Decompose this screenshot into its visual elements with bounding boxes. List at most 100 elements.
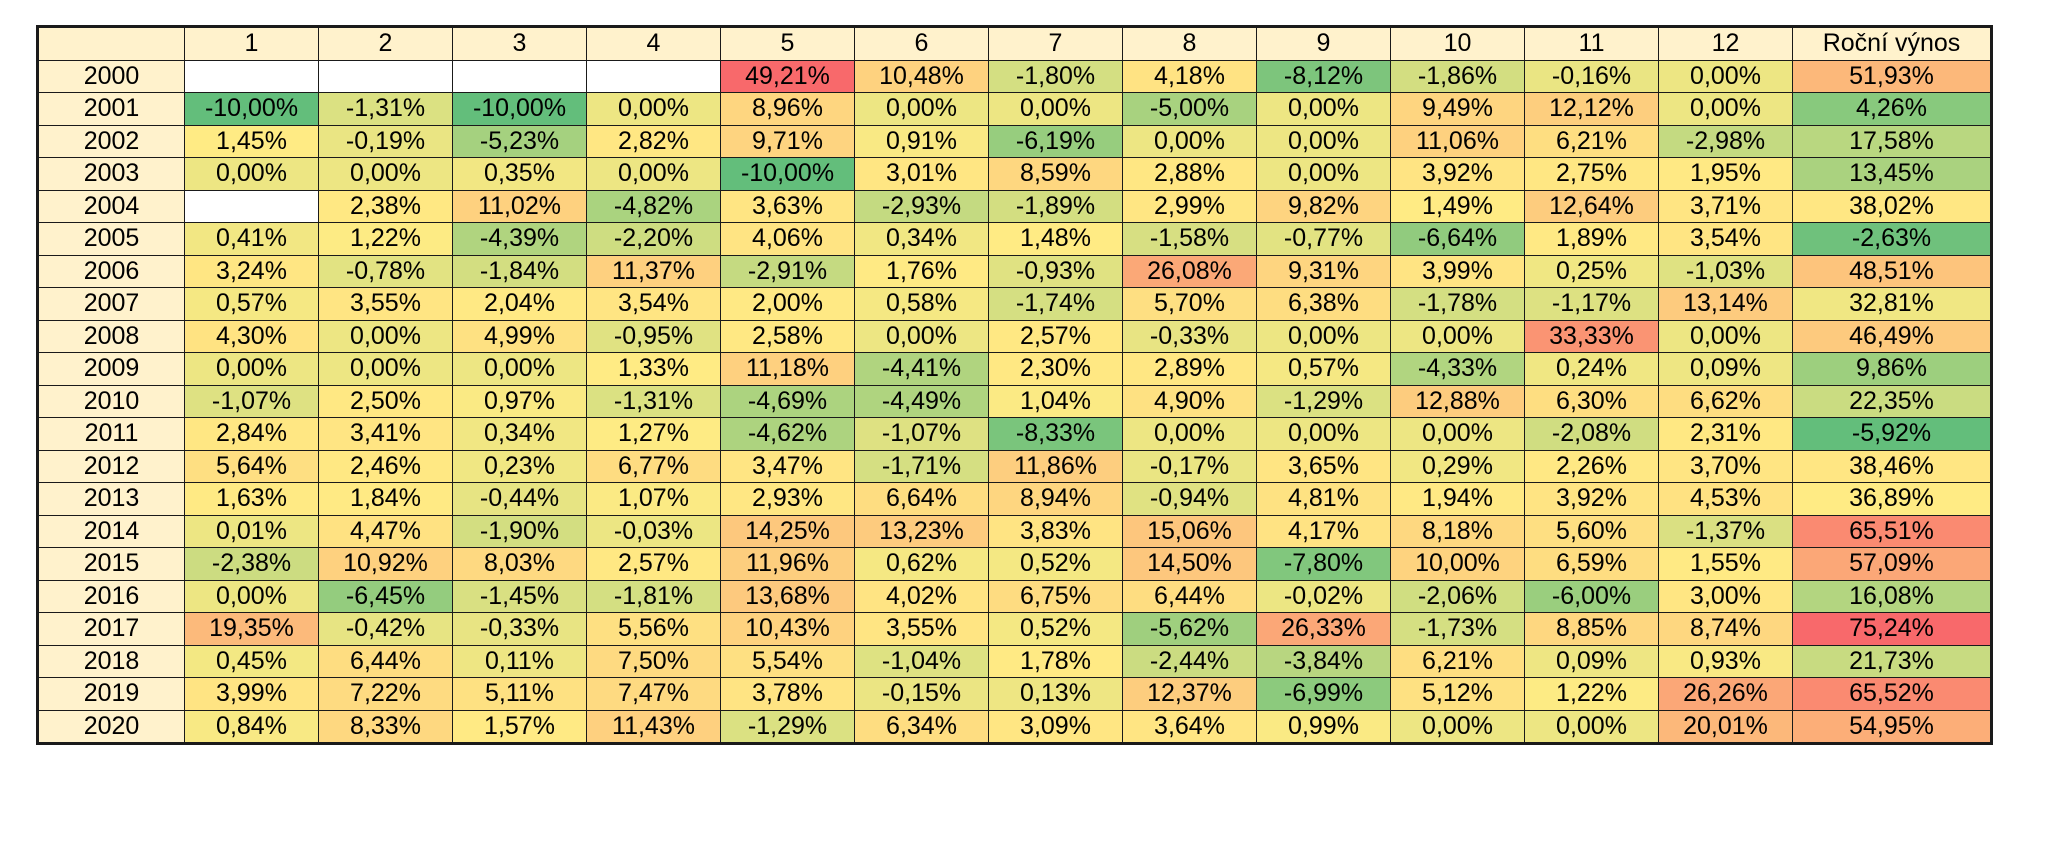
heatmap-cell: 3,55% — [318, 287, 453, 321]
heatmap-cell: -1,89% — [988, 189, 1123, 223]
heatmap-cell: 0,00% — [184, 579, 319, 613]
header-month-5: 5 — [720, 26, 855, 61]
heatmap-cell: 3,65% — [1256, 449, 1391, 483]
heatmap-cell: 5,70% — [1122, 287, 1257, 321]
heatmap-cell: 49,21% — [720, 59, 855, 93]
heatmap-cell: 7,47% — [586, 677, 721, 711]
heatmap-cell: 6,44% — [318, 644, 453, 678]
table-row: 2000 49,21% 10,48% -1,80% 4,18% -8,12% -1,86% -… — [37, 59, 1992, 93]
heatmap-cell: -0,17% — [1122, 449, 1257, 483]
heatmap-cell: 2,99% — [1122, 189, 1257, 223]
heatmap-cell: 26,08% — [1122, 254, 1257, 288]
heatmap-cell: -7,80% — [1256, 547, 1391, 581]
annual-return-cell: 38,02% — [1792, 189, 1992, 223]
heatmap-cell: 1,94% — [1390, 482, 1525, 516]
heatmap-cell: 1,57% — [452, 709, 587, 744]
year-label: 2003 — [37, 157, 185, 191]
table-row: 2009 0,00% 0,00% 0,00% 1,33% 11,18% -4,41% 2,30… — [37, 352, 1992, 386]
heatmap-cell: 0,52% — [988, 612, 1123, 646]
annual-return-cell: 16,08% — [1792, 579, 1992, 613]
heatmap-cell: 3,54% — [586, 287, 721, 321]
heatmap-cell: 0,00% — [1256, 92, 1391, 126]
heatmap-cell: 11,96% — [720, 547, 855, 581]
heatmap-cell: 11,06% — [1390, 124, 1525, 158]
heatmap-cell: 0,00% — [854, 92, 989, 126]
heatmap-cell: 1,55% — [1658, 547, 1793, 581]
table-row: 2013 1,63% 1,84% -0,44% 1,07% 2,93% 6,64% 8,94%… — [37, 482, 1992, 516]
year-label: 2012 — [37, 449, 185, 483]
heatmap-cell: -8,33% — [988, 417, 1123, 451]
heatmap-cell: 1,04% — [988, 384, 1123, 418]
table-row: 2010 -1,07% 2,50% 0,97% -1,31% -4,69% -4,49% 1,… — [37, 384, 1992, 418]
heatmap-cell: 11,86% — [988, 449, 1123, 483]
heatmap-cell: 3,83% — [988, 514, 1123, 548]
year-label: 2020 — [37, 709, 185, 744]
heatmap-cell — [452, 59, 587, 93]
annual-return-cell: 75,24% — [1792, 612, 1992, 646]
heatmap-cell: 1,49% — [1390, 189, 1525, 223]
heatmap-cell: -1,07% — [184, 384, 319, 418]
heatmap-cell: 3,01% — [854, 157, 989, 191]
heatmap-cell: -2,98% — [1658, 124, 1793, 158]
annual-return-cell: 57,09% — [1792, 547, 1992, 581]
heatmap-cell: 1,22% — [318, 222, 453, 256]
heatmap-cell: 1,33% — [586, 352, 721, 386]
heatmap-cell: 0,00% — [1122, 417, 1257, 451]
heatmap-cell: 0,45% — [184, 644, 319, 678]
heatmap-cell: -1,84% — [452, 254, 587, 288]
heatmap-cell: 2,84% — [184, 417, 319, 451]
annual-return-cell: 32,81% — [1792, 287, 1992, 321]
heatmap-cell: -0,44% — [452, 482, 587, 516]
heatmap-cell: -1,31% — [586, 384, 721, 418]
heatmap-cell: -4,39% — [452, 222, 587, 256]
heatmap-cell: 0,29% — [1390, 449, 1525, 483]
table-row: 2001 -10,00% -1,31% -10,00% 0,00% 8,96% 0,00% 0… — [37, 92, 1992, 126]
heatmap-cell: 2,58% — [720, 319, 855, 353]
heatmap-cell: -2,44% — [1122, 644, 1257, 678]
heatmap-cell: 2,93% — [720, 482, 855, 516]
year-label: 2005 — [37, 222, 185, 256]
heatmap-cell: 11,37% — [586, 254, 721, 288]
heatmap-cell: 0,00% — [988, 92, 1123, 126]
heatmap-cell: 2,38% — [318, 189, 453, 223]
heatmap-cell: 4,90% — [1122, 384, 1257, 418]
heatmap-cell: 6,77% — [586, 449, 721, 483]
heatmap-cell: 2,75% — [1524, 157, 1659, 191]
heatmap-cell: 0,00% — [184, 157, 319, 191]
header-row: 1 2 3 4 5 6 7 8 9 10 11 12 Roční výnos — [37, 26, 1992, 61]
heatmap-cell: 0,11% — [452, 644, 587, 678]
heatmap-cell — [184, 59, 319, 93]
table-row: 2006 3,24% -0,78% -1,84% 11,37% -2,91% 1,76% -0… — [37, 254, 1992, 288]
heatmap-cell: 2,30% — [988, 352, 1123, 386]
heatmap-cell: 0,00% — [184, 352, 319, 386]
header-month-4: 4 — [586, 26, 721, 61]
heatmap-cell: 0,84% — [184, 709, 319, 744]
heatmap-cell: -1,07% — [854, 417, 989, 451]
annual-return-cell: -2,63% — [1792, 222, 1992, 256]
heatmap-cell: 0,52% — [988, 547, 1123, 581]
heatmap-cell: -10,00% — [452, 92, 587, 126]
heatmap-cell: -4,33% — [1390, 352, 1525, 386]
heatmap-cell: 0,93% — [1658, 644, 1793, 678]
heatmap-cell: 8,59% — [988, 157, 1123, 191]
heatmap-cell: -10,00% — [184, 92, 319, 126]
heatmap-cell: 8,96% — [720, 92, 855, 126]
heatmap-cell: 2,26% — [1524, 449, 1659, 483]
heatmap-cell — [318, 59, 453, 93]
header-month-6: 6 — [854, 26, 989, 61]
heatmap-cell: 3,71% — [1658, 189, 1793, 223]
heatmap-cell: 2,00% — [720, 287, 855, 321]
heatmap-cell: 0,00% — [318, 319, 453, 353]
heatmap-cell: -0,16% — [1524, 59, 1659, 93]
heatmap-cell: 0,97% — [452, 384, 587, 418]
heatmap-cell: -1,80% — [988, 59, 1123, 93]
header-month-12: 12 — [1658, 26, 1793, 61]
heatmap-cell: 4,17% — [1256, 514, 1391, 548]
heatmap-cell: -0,03% — [586, 514, 721, 548]
table-row: 2018 0,45% 6,44% 0,11% 7,50% 5,54% -1,04% 1,78%… — [37, 644, 1992, 678]
heatmap-cell: 2,57% — [988, 319, 1123, 353]
annual-return-cell: 54,95% — [1792, 709, 1992, 744]
heatmap-cell: 0,00% — [1256, 124, 1391, 158]
heatmap-cell: -4,62% — [720, 417, 855, 451]
annual-return-cell: 13,45% — [1792, 157, 1992, 191]
